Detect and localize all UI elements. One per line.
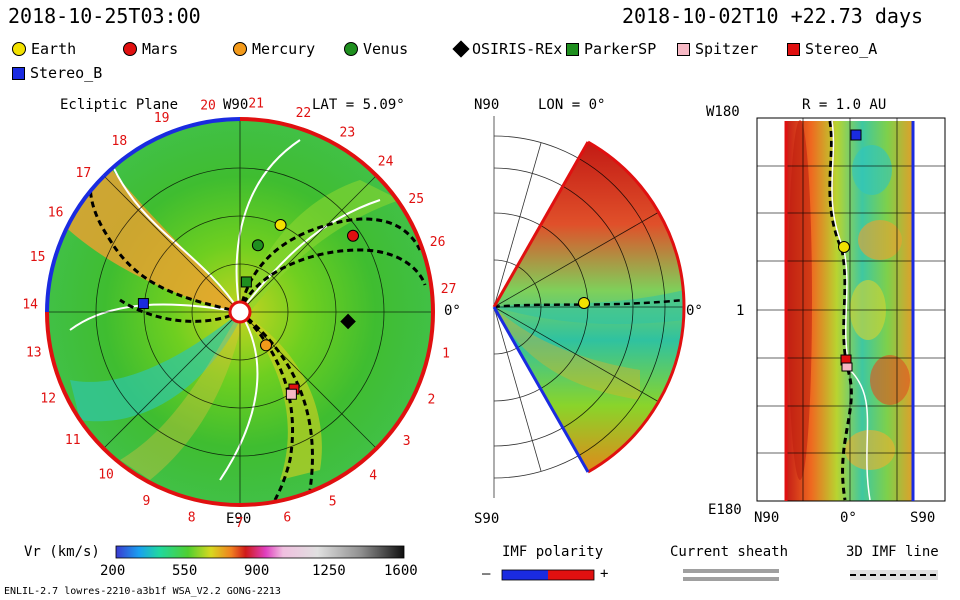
current-sheath-legend xyxy=(683,569,779,581)
imf-minus-label: – xyxy=(482,566,491,582)
run-time: 2018-10-02T10 +22.73 days xyxy=(622,4,924,28)
ecliptic-right-label: 0° xyxy=(444,303,461,319)
rotation-number-24: 24 xyxy=(378,155,394,170)
rotation-number-21: 21 xyxy=(248,97,264,112)
radial-x-label-n90: N90 xyxy=(754,510,780,526)
legend-stereo-b: Stereo_B xyxy=(12,64,102,82)
legend-venus: Venus xyxy=(344,40,408,58)
rotation-number-2: 2 xyxy=(427,393,435,408)
venus-marker-icon xyxy=(344,42,358,56)
radial-spitzer-marker xyxy=(841,362,853,372)
ecliptic-bodies xyxy=(137,218,360,400)
radial-r-label: R = 1.0 AU xyxy=(802,97,887,113)
colorbar-tick-550: 550 xyxy=(172,563,198,579)
legend-mercury: Mercury xyxy=(233,40,315,58)
ecliptic-top-label: W90 xyxy=(223,97,249,113)
colorbar-tick-200: 200 xyxy=(100,563,126,579)
ecliptic-title: Ecliptic Plane xyxy=(60,97,179,113)
colorbar-tick-1250: 1250 xyxy=(312,563,346,579)
radial-x-label-0: 0° xyxy=(840,510,857,526)
rotation-number-3: 3 xyxy=(403,434,411,449)
ecliptic-osiris-rex-marker xyxy=(340,313,356,330)
rotation-number-17: 17 xyxy=(76,166,92,181)
imf-polarity-title: IMF polarity xyxy=(502,544,604,560)
ecliptic-mars-marker xyxy=(347,229,360,242)
rotation-number-1: 1 xyxy=(442,347,450,362)
imf-3d-legend xyxy=(850,570,938,580)
rotation-number-10: 10 xyxy=(98,468,114,483)
meridional-plot xyxy=(492,116,686,498)
rotation-number-27: 27 xyxy=(441,282,457,297)
rotation-number-5: 5 xyxy=(329,494,337,509)
imf-plus-label: + xyxy=(600,566,609,582)
radial-earth-marker xyxy=(838,241,850,253)
stereo-b-marker-icon xyxy=(12,66,25,80)
legend-stereo-a: Stereo_A xyxy=(787,40,877,58)
radial-x-label-s90: S90 xyxy=(910,510,936,526)
rotation-number-6: 6 xyxy=(283,511,291,526)
rotation-number-15: 15 xyxy=(30,250,46,265)
ecliptic-lat-label: LAT = 5.09° xyxy=(312,97,405,113)
rotation-number-8: 8 xyxy=(188,510,196,525)
rotation-number-26: 26 xyxy=(430,235,446,250)
radial-plot xyxy=(756,117,946,502)
rotation-number-7: 7 xyxy=(236,516,244,531)
rotation-number-9: 9 xyxy=(143,494,151,509)
parkersp-marker-icon xyxy=(566,42,579,56)
legend-osiris-rex: OSIRIS-REx xyxy=(452,40,562,58)
ecliptic-parkersp-marker xyxy=(240,276,252,288)
rotation-number-4: 4 xyxy=(369,468,377,483)
radial-bottom-label: E180 xyxy=(708,502,742,518)
mars-marker-icon xyxy=(123,42,137,56)
meridional-right-label: 0° xyxy=(686,303,703,319)
radial-top-label: W180 xyxy=(706,104,740,120)
meridional-top-label: N90 xyxy=(474,97,500,113)
meridional-lon-label: LON = 0° xyxy=(538,97,606,113)
rotation-number-22: 22 xyxy=(296,106,312,121)
colorbar-tick-900: 900 xyxy=(244,563,270,579)
legend-earth: Earth xyxy=(12,40,76,58)
colorbar-label: Vr (km/s) xyxy=(24,544,100,560)
model-time: 2018-10-25T03:00 xyxy=(8,4,201,28)
rotation-number-13: 13 xyxy=(26,346,42,361)
rotation-number-25: 25 xyxy=(408,192,424,207)
meridional-earth-marker xyxy=(578,297,590,309)
colorbar-tick-1600: 1600 xyxy=(384,563,418,579)
radial-stereo-b-marker xyxy=(850,129,862,141)
rotation-number-11: 11 xyxy=(65,433,81,448)
imf-polarity-legend xyxy=(501,569,595,581)
current-sheath-title: Current sheath xyxy=(670,544,789,560)
ecliptic-stereo-b-marker xyxy=(137,298,149,310)
colorbar xyxy=(115,545,405,559)
legend-mars: Mars xyxy=(123,40,178,58)
rotation-number-14: 14 xyxy=(22,298,38,313)
ecliptic-spitzer-marker xyxy=(285,388,297,400)
imf-3d-title: 3D IMF line xyxy=(846,544,939,560)
model-info: ENLIL-2.7 lowres-2210-a3b1f WSA_V2.2 GON… xyxy=(4,586,281,597)
ecliptic-mercury-marker xyxy=(260,339,273,352)
radial-mid-label: 1 xyxy=(736,303,745,319)
ecliptic-earth-marker xyxy=(274,218,287,231)
rotation-number-16: 16 xyxy=(48,205,64,220)
earth-marker-icon xyxy=(12,42,26,56)
rotation-number-20: 20 xyxy=(200,98,216,113)
legend-spitzer: Spitzer xyxy=(677,40,758,58)
meridional-bottom-label: S90 xyxy=(474,511,500,527)
sun-icon xyxy=(228,300,252,324)
rotation-number-23: 23 xyxy=(340,126,356,141)
rotation-number-18: 18 xyxy=(112,134,128,149)
spitzer-marker-icon xyxy=(677,42,690,56)
rotation-number-12: 12 xyxy=(40,392,56,407)
mercury-marker-icon xyxy=(233,42,247,56)
legend-parkersp: ParkerSP xyxy=(566,40,656,58)
ecliptic-bottom-label: E90 xyxy=(226,511,252,527)
ecliptic-venus-marker xyxy=(251,239,264,252)
rotation-number-19: 19 xyxy=(154,111,170,126)
stereo-a-marker-icon xyxy=(787,42,800,56)
